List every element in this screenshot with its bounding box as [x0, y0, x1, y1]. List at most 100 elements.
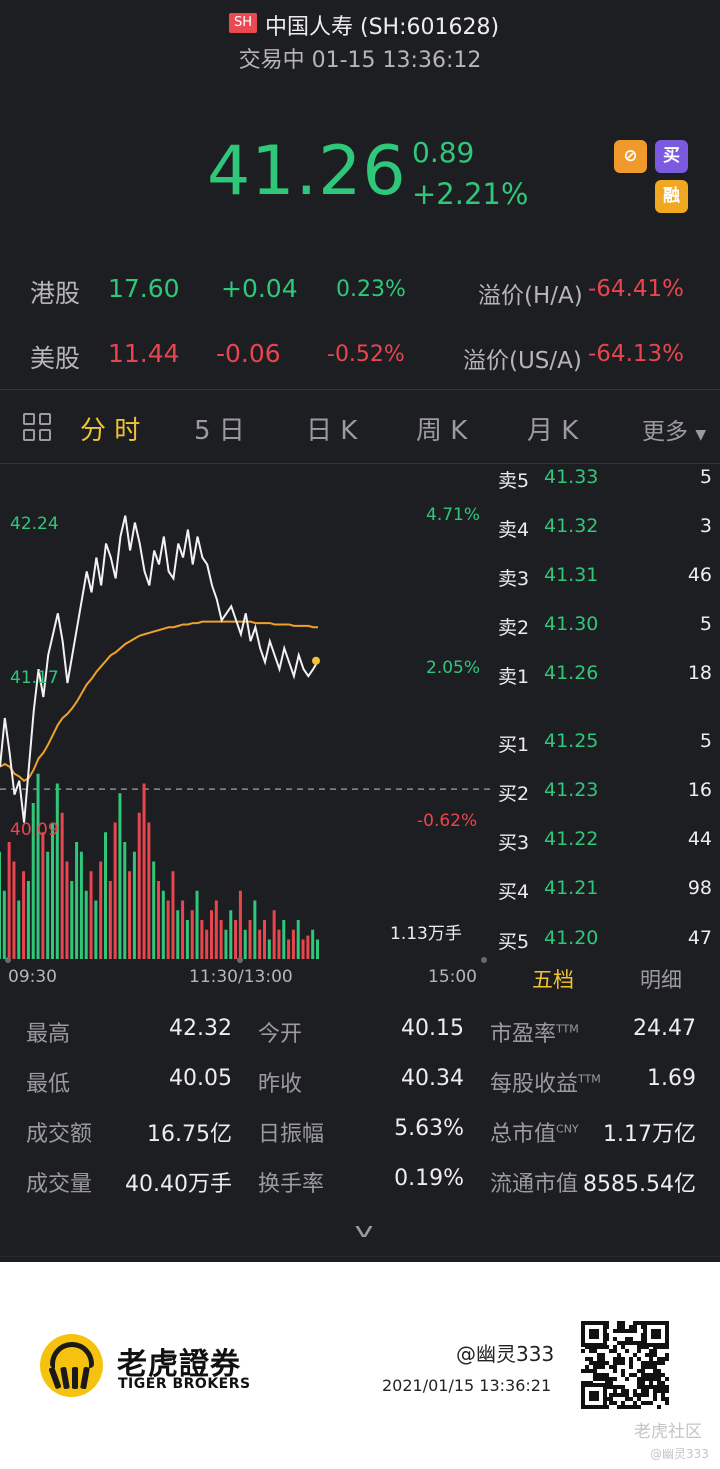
- hk-premium: -64.41%: [588, 276, 684, 302]
- chart-tabs: 分 时 5 日 日 K 周 K 月 K 更多 ▼: [0, 390, 720, 464]
- stat-label: 总市值CNY: [490, 1116, 579, 1148]
- stat-label-text: 最低: [26, 1072, 71, 1097]
- volume-bar: [104, 832, 107, 959]
- stock-title[interactable]: 中国人寿 (SH:601628): [265, 15, 500, 40]
- volume-bar: [161, 890, 165, 959]
- stat-label-text: 总市值: [490, 1122, 557, 1147]
- volume-bar: [51, 822, 54, 959]
- stat-label-text: 今开: [258, 1022, 303, 1047]
- buy-icon[interactable]: 买: [655, 140, 688, 173]
- ask-row[interactable]: 卖4 41.32 3: [490, 515, 720, 545]
- volume-bar: [205, 929, 209, 959]
- intraday-chart[interactable]: 42.24 41.17 40.09 4.71% 2.05% -0.62% 1.1…: [0, 464, 490, 994]
- bid-row[interactable]: 买1 41.25 5: [490, 730, 720, 760]
- exchange-badge: SH: [229, 13, 257, 33]
- stat-label-text: 日振幅: [258, 1122, 325, 1147]
- tab-5day[interactable]: 5 日: [194, 416, 245, 446]
- volume-bar: [142, 783, 146, 959]
- order-qty: 47: [687, 927, 712, 949]
- community-watermark: 老虎社区: [634, 1422, 702, 1442]
- order-side: 买2: [498, 783, 530, 805]
- volume-bar: [282, 920, 286, 959]
- volume-bar: [84, 890, 88, 959]
- order-price: 41.32: [544, 515, 599, 537]
- volume-bar: [132, 851, 136, 959]
- stat-label-text: 每股收益: [490, 1072, 579, 1097]
- stat-label-sup: TTM: [578, 1072, 601, 1086]
- volume-bar: [41, 832, 45, 959]
- stat-value: 1.17万亿: [603, 1122, 696, 1147]
- grid-icon[interactable]: [23, 413, 53, 443]
- volume-bar: [176, 910, 180, 959]
- volume-bar: [123, 842, 127, 959]
- volume-bar: [234, 920, 238, 959]
- us-listing-row[interactable]: 美股 11.44 -0.06 -0.52% 溢价(US/A) -64.13%: [0, 339, 720, 379]
- tab-intraday[interactable]: 分 时: [80, 416, 141, 446]
- stat-label-text: 换手率: [258, 1172, 325, 1197]
- volume-bar: [113, 822, 117, 959]
- tab-detail[interactable]: 明细: [640, 968, 682, 992]
- pct-label-mid: 2.05%: [426, 658, 481, 678]
- tab-weekly-k[interactable]: 周 K: [416, 416, 468, 446]
- tab-more[interactable]: 更多 ▼: [642, 412, 706, 446]
- volume-bar: [147, 822, 151, 959]
- stat-label-text: 成交额: [26, 1122, 93, 1147]
- price-change: 0.89: [412, 136, 475, 169]
- volume-bar: [118, 793, 122, 959]
- order-qty: 3: [699, 515, 712, 537]
- tab-depth[interactable]: 五档: [532, 968, 574, 992]
- no-short-icon[interactable]: ⊘: [614, 140, 647, 173]
- last-price: 41.26: [207, 132, 407, 211]
- stat-label: 成交量: [26, 1166, 92, 1198]
- volume-bar: [22, 871, 26, 959]
- stat-label-text: 最高: [26, 1022, 71, 1047]
- stat-value: 8585.54亿: [583, 1172, 696, 1197]
- hk-pct: 0.23%: [336, 277, 406, 302]
- volume-bar: [263, 920, 266, 959]
- order-qty: 46: [687, 564, 712, 586]
- bid-row[interactable]: 买2 41.23 16: [490, 779, 720, 809]
- volume-bar: [128, 871, 132, 959]
- order-side: 买4: [498, 881, 530, 903]
- tab-monthly-k[interactable]: 月 K: [527, 416, 579, 446]
- volume-bar: [291, 929, 295, 959]
- volume-bar: [94, 900, 98, 959]
- ask-row[interactable]: 卖1 41.26 18: [490, 662, 720, 692]
- chart-canvas: [0, 515, 490, 963]
- volume-bar: [55, 783, 59, 959]
- chevron-down-icon[interactable]: v: [354, 1218, 374, 1242]
- order-side: 卖4: [498, 519, 530, 541]
- price-line: [0, 515, 319, 823]
- y-label-low: 40.09: [10, 820, 59, 840]
- tab-daily-k[interactable]: 日 K: [306, 416, 358, 446]
- order-side: 卖1: [498, 666, 530, 688]
- us-premium: -64.13%: [588, 341, 684, 367]
- order-price: 41.26: [544, 662, 599, 684]
- ask-row[interactable]: 卖2 41.30 5: [490, 613, 720, 643]
- volume-bar: [238, 890, 242, 959]
- stat-label: 最高: [26, 1016, 70, 1048]
- margin-icon[interactable]: 融: [655, 180, 688, 213]
- ask-row[interactable]: 卖3 41.31 46: [490, 564, 720, 594]
- bid-row[interactable]: 买4 41.21 98: [490, 877, 720, 907]
- hk-listing-row[interactable]: 港股 17.60 +0.04 0.23% 溢价(H/A) -64.41%: [0, 274, 720, 314]
- order-price: 41.21: [544, 877, 599, 899]
- order-qty: 5: [699, 466, 712, 488]
- volume-bar: [248, 920, 252, 959]
- order-price: 41.20: [544, 927, 599, 949]
- volume-bar: [190, 910, 194, 959]
- bid-row[interactable]: 买3 41.22 44: [490, 828, 720, 858]
- volume-bar: [287, 939, 291, 959]
- us-pct: -0.52%: [327, 342, 405, 367]
- volume-bar: [195, 890, 199, 959]
- stat-value: 1.69: [647, 1066, 696, 1091]
- volume-bar: [272, 910, 276, 959]
- stat-label: 最低: [26, 1066, 70, 1098]
- ask-row[interactable]: 卖5 41.33 5: [490, 466, 720, 496]
- pct-label-low: -0.62%: [417, 811, 478, 831]
- volume-bar: [243, 929, 247, 959]
- order-side: 买5: [498, 931, 530, 953]
- volume-bar: [157, 881, 160, 959]
- bid-row[interactable]: 买5 41.20 47: [490, 927, 720, 957]
- time-label-mid: 11:30/13:00: [189, 967, 293, 987]
